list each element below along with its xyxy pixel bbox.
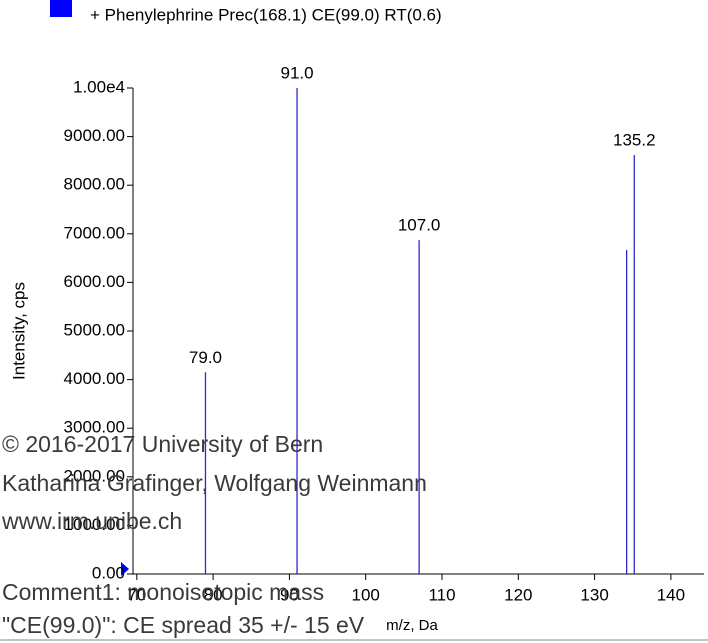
- y-tick-label: 1000.00: [64, 515, 125, 534]
- marker: [121, 562, 129, 576]
- y-axis-label: Intensity, cps: [9, 282, 28, 380]
- y-tick-label: 1.00e4: [73, 77, 125, 96]
- x-tick-label: 90: [280, 585, 299, 604]
- peak-label: 107.0: [398, 216, 441, 235]
- x-tick-label: 110: [428, 585, 455, 604]
- y-tick-label: 7000.00: [64, 223, 125, 242]
- peak-label: 79.0: [189, 348, 222, 367]
- x-tick-label: 140: [657, 585, 685, 604]
- x-axis-label: m/z, Da: [386, 617, 438, 634]
- y-tick-label: 0.00: [92, 563, 125, 582]
- watermark: Katharina Grafinger, Wolfgang Weinmann: [2, 470, 427, 496]
- x-tick-label: 120: [504, 585, 532, 604]
- y-tick-label: 4000.00: [64, 369, 125, 388]
- y-tick-label: 8000.00: [64, 175, 125, 194]
- x-tick-label: 100: [352, 585, 380, 604]
- watermark: Comment1: monoisotopic mass: [2, 579, 324, 605]
- peak-label: 135.2: [613, 131, 656, 150]
- x-tick-label: 130: [580, 585, 608, 604]
- x-tick-label: 70: [127, 585, 146, 604]
- peak-label: 91.0: [280, 63, 313, 82]
- y-tick-label: 6000.00: [64, 272, 125, 291]
- legend-swatch: [50, 0, 72, 17]
- watermark: www.irm.unibe.ch: [1, 508, 182, 534]
- watermark: © 2016-2017 University of Bern: [2, 431, 323, 457]
- y-tick-label: 3000.00: [64, 418, 125, 437]
- legend-label: + Phenylephrine Prec(168.1) CE(99.0) RT(…: [90, 5, 442, 24]
- y-tick-label: 2000.00: [64, 466, 125, 485]
- x-tick-label: 80: [204, 585, 223, 604]
- watermark: "CE(99.0)": CE spread 35 +/- 15 eV: [2, 612, 365, 638]
- y-tick-label: 9000.00: [64, 126, 125, 145]
- y-tick-label: 5000.00: [64, 320, 125, 339]
